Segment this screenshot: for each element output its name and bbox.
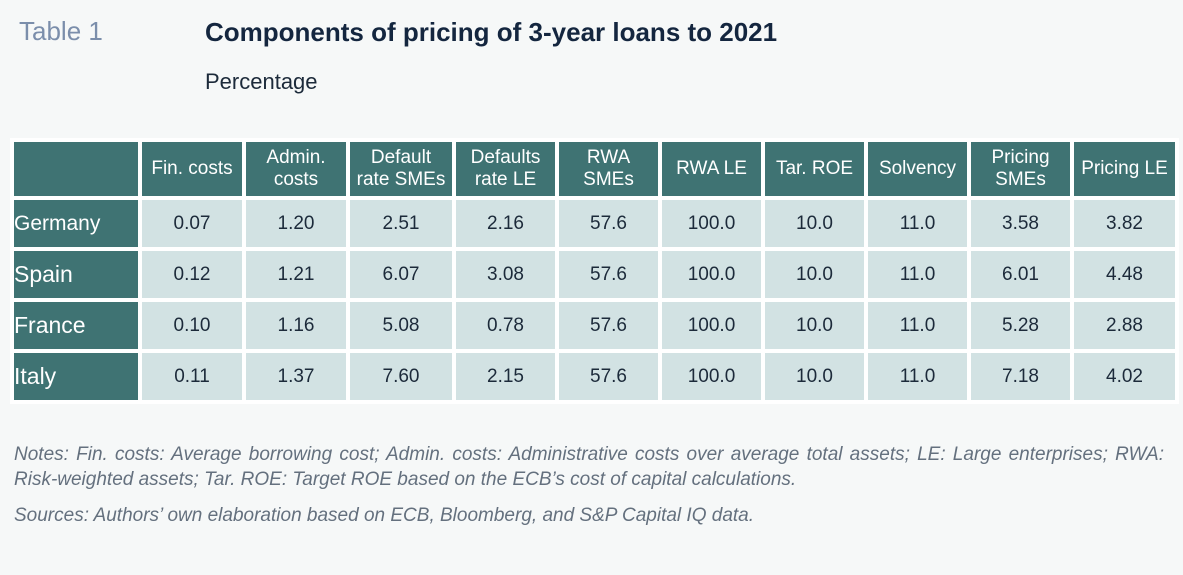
column-header-fin-costs: Fin. costs (142, 142, 242, 196)
table-cell: 57.6 (559, 302, 658, 349)
table-cell: 10.0 (765, 302, 864, 349)
row-header-france: France (14, 302, 138, 349)
table-cell: 0.10 (142, 302, 242, 349)
table-cell: 0.07 (142, 200, 242, 247)
column-header-rwa-le: RWA LE (662, 142, 761, 196)
table-cell: 11.0 (868, 302, 967, 349)
pricing-components-table: Fin. costs Admin. costs Default rate SME… (10, 138, 1179, 404)
column-header-default-rate-smes: Default rate SMEs (350, 142, 452, 196)
row-header-italy: Italy (14, 353, 138, 400)
column-header-line: Fin. costs (151, 158, 233, 179)
table-cell: 3.82 (1074, 200, 1175, 247)
table-cell: 3.08 (456, 251, 555, 298)
table-sources: Sources: Authors’ own elaboration based … (14, 505, 755, 526)
column-header-line: SMEs (995, 169, 1046, 190)
table-number-label: Table 1 (19, 16, 103, 46)
table-row: France 0.10 1.16 5.08 0.78 57.6 100.0 10… (14, 302, 1175, 349)
column-header-line: RWA (586, 147, 631, 168)
table-notes: Notes: Fin. costs: Average borrowing cos… (14, 444, 1164, 490)
table-cell: 57.6 (559, 200, 658, 247)
row-header-germany: Germany (14, 200, 138, 247)
table-cell: 5.08 (350, 302, 452, 349)
table-row: Germany 0.07 1.20 2.51 2.16 57.6 100.0 1… (14, 200, 1175, 247)
column-header-solvency: Solvency (868, 142, 967, 196)
column-header-line: Tar. ROE (775, 158, 854, 179)
corner-header-cell (14, 142, 138, 196)
table-cell: 11.0 (868, 353, 967, 400)
table-row: Spain 0.12 1.21 6.07 3.08 57.6 100.0 10.… (14, 251, 1175, 298)
column-header-line: costs (273, 169, 319, 190)
column-header-line: SMEs (583, 169, 634, 190)
table-cell: 2.16 (456, 200, 555, 247)
table-row: Italy 0.11 1.37 7.60 2.15 57.6 100.0 10.… (14, 353, 1175, 400)
column-header-line: Pricing LE (1081, 158, 1168, 179)
table-cell: 57.6 (559, 353, 658, 400)
table-cell: 1.20 (246, 200, 346, 247)
table-cell: 6.07 (350, 251, 452, 298)
table-cell: 7.60 (350, 353, 452, 400)
table-cell: 0.78 (456, 302, 555, 349)
table-cell: 2.88 (1074, 302, 1175, 349)
header-row: Fin. costs Admin. costs Default rate SME… (14, 142, 1175, 196)
table-header: Fin. costs Admin. costs Default rate SME… (14, 142, 1175, 196)
table-cell: 3.58 (971, 200, 1070, 247)
table-cell: 6.01 (971, 251, 1070, 298)
table-cell: 11.0 (868, 251, 967, 298)
table-cell: 2.15 (456, 353, 555, 400)
table-cell: 10.0 (765, 251, 864, 298)
table-cell: 100.0 (662, 251, 761, 298)
table-cell: 10.0 (765, 200, 864, 247)
table-cell: 2.51 (350, 200, 452, 247)
table-cell: 1.21 (246, 251, 346, 298)
table-cell: 4.48 (1074, 251, 1175, 298)
column-header-line: Solvency (878, 158, 957, 179)
column-header-defaults-rate-le: Defaults rate LE (456, 142, 555, 196)
table-cell: 4.02 (1074, 353, 1175, 400)
column-header-pricing-smes: Pricing SMEs (971, 142, 1070, 196)
column-header-line: Pricing (991, 147, 1050, 168)
table-body: Germany 0.07 1.20 2.51 2.16 57.6 100.0 1… (14, 200, 1175, 400)
table-cell: 100.0 (662, 200, 761, 247)
table-cell: 100.0 (662, 353, 761, 400)
table-cell: 10.0 (765, 353, 864, 400)
table-cell: 5.28 (971, 302, 1070, 349)
column-header-line: Admin. (266, 147, 326, 168)
column-header-line: rate SMEs (356, 169, 446, 190)
row-header-spain: Spain (14, 251, 138, 298)
table-cell: 0.11 (142, 353, 242, 400)
column-header-tar-roe: Tar. ROE (765, 142, 864, 196)
table-cell: 100.0 (662, 302, 761, 349)
column-header-admin-costs: Admin. costs (246, 142, 346, 196)
table-cell: 1.16 (246, 302, 346, 349)
column-header-rwa-smes: RWA SMEs (559, 142, 658, 196)
table-cell: 1.37 (246, 353, 346, 400)
column-header-pricing-le: Pricing LE (1074, 142, 1175, 196)
table-cell: 7.18 (971, 353, 1070, 400)
column-header-line: Default (370, 147, 432, 168)
table-subtitle: Percentage (205, 69, 318, 94)
table-cell: 57.6 (559, 251, 658, 298)
column-header-line: rate LE (474, 169, 537, 190)
table-title: Components of pricing of 3-year loans to… (205, 17, 778, 47)
table-cell: 11.0 (868, 200, 967, 247)
column-header-line: RWA LE (676, 158, 747, 179)
table-cell: 0.12 (142, 251, 242, 298)
column-header-line: Defaults (470, 147, 541, 168)
